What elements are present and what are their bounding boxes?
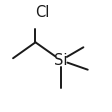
Text: Cl: Cl bbox=[36, 5, 50, 20]
Text: Si: Si bbox=[54, 53, 67, 68]
